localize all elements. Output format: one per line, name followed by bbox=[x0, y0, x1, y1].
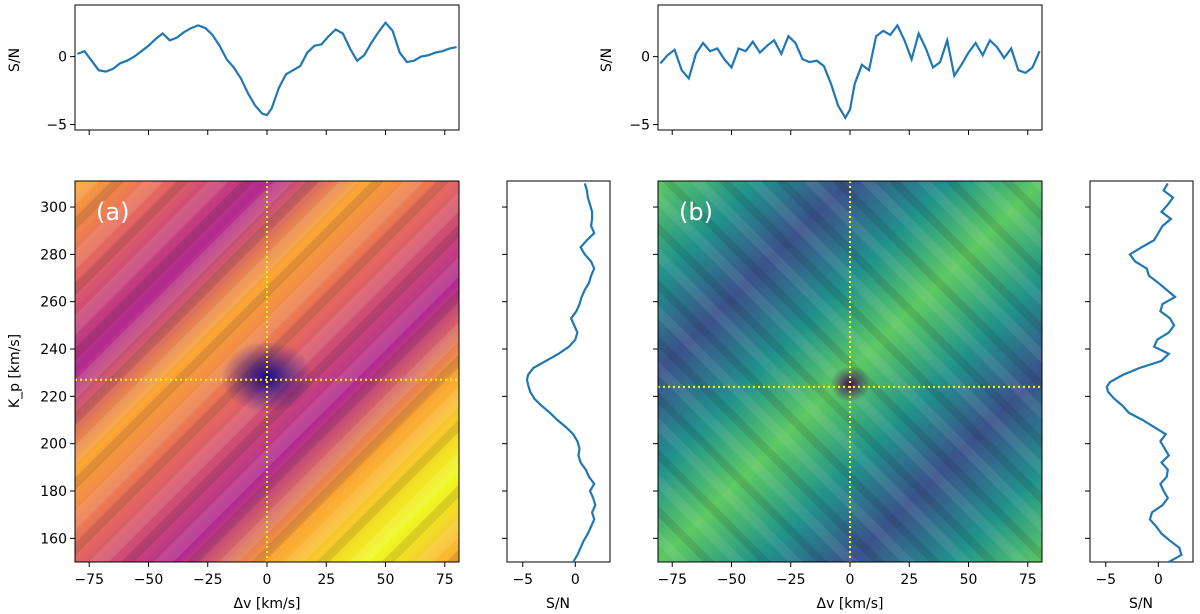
heatmap-xtick-label: −75 bbox=[74, 572, 104, 588]
side-profile-a-ticks: −5 0 bbox=[502, 206, 580, 588]
heatmap-xtick-label: −25 bbox=[776, 572, 806, 588]
heatmap-ytick-label: 180 bbox=[40, 484, 67, 500]
heatmap-ytick-label: 160 bbox=[40, 531, 67, 547]
heatmap-ytick-label: 300 bbox=[40, 200, 67, 216]
side-profile-a-frame bbox=[506, 180, 611, 563]
heatmap-b-xlabel: Δv [km/s] bbox=[817, 596, 884, 612]
top-profile-b-ylabel: S/N bbox=[599, 48, 615, 72]
top-profile-ytick-label: 0 bbox=[58, 50, 67, 66]
heatmap-ytick-label: 220 bbox=[40, 389, 67, 405]
heatmap-b-peak-glow bbox=[830, 366, 870, 402]
top-profile-ytick-label: −5 bbox=[46, 118, 67, 134]
heatmap-b: (b) −75 −50 −25 0 25 50 75 Δv [km/s] bbox=[653, 180, 1043, 612]
heatmap-xtick-label: −75 bbox=[657, 572, 687, 588]
heatmap-a: (a) −75 −50 −25 0 25 50 75 160 180 200 220 240 260 28… bbox=[7, 180, 460, 612]
heatmap-ytick-label: 240 bbox=[40, 342, 67, 358]
panel-label-b: (b) bbox=[679, 198, 713, 226]
panel-a: S/N −50 (a) −75 −50 −25 0 25 50 75160180200220… bbox=[7, 4, 611, 612]
heatmap-xtick-label: 50 bbox=[960, 572, 978, 588]
heatmap-xtick-label: −25 bbox=[193, 572, 223, 588]
heatmap-a-ylabel: K_p [km/s] bbox=[7, 334, 23, 408]
side-profile-xtick-label: −5 bbox=[512, 572, 533, 588]
side-profile-a: −5 0 S/N bbox=[502, 180, 611, 612]
heatmap-xtick-label: 75 bbox=[436, 572, 454, 588]
side-profile-b: −5 0 S/N bbox=[1085, 180, 1194, 612]
top-profile-a-series-line bbox=[77, 20, 457, 117]
heatmap-a-ticks: −75 −50 −25 0 25 50 75 160 180 200 220 240 260 280 300 bbox=[40, 200, 453, 588]
side-profile-b-frame bbox=[1089, 180, 1194, 563]
heatmap-ytick-label: 280 bbox=[40, 247, 67, 263]
side-profile-b-ticks: −5 0 bbox=[1085, 206, 1163, 588]
side-profile-xtick-label: −5 bbox=[1095, 572, 1116, 588]
top-profile-b-ticks: −5 0 bbox=[629, 50, 1029, 135]
side-profile-b-xlabel: S/N bbox=[1129, 596, 1153, 612]
top-profile-a-ylabel: S/N bbox=[7, 48, 23, 72]
top-profile-ytick-label: −5 bbox=[629, 118, 650, 134]
side-profile-xtick-label: 0 bbox=[1154, 572, 1163, 588]
top-profile-b: S/N −5 0 bbox=[599, 4, 1043, 135]
heatmap-xtick-label: 0 bbox=[846, 572, 855, 588]
side-profile-b-series-line bbox=[1105, 182, 1183, 563]
heatmap-xtick-label: 0 bbox=[263, 572, 272, 588]
top-profile-b-series-line bbox=[659, 23, 1041, 120]
heatmap-xtick-label: −50 bbox=[134, 572, 164, 588]
heatmap-a-xlabel: Δv [km/s] bbox=[234, 596, 301, 612]
side-profile-a-xlabel: S/N bbox=[546, 596, 570, 612]
heatmap-b-ticks: −75 −50 −25 0 25 50 75 bbox=[653, 206, 1037, 588]
side-profile-xtick-label: 0 bbox=[571, 572, 580, 588]
top-profile-ytick-label: 0 bbox=[641, 50, 650, 66]
panel-label-a: (a) bbox=[96, 198, 129, 226]
top-profile-a-frame bbox=[74, 4, 460, 131]
panel-b: S/N −50 (b) −75 −50 −25 0 25 50 75 Δv [km/s] −… bbox=[599, 4, 1194, 612]
heatmap-xtick-label: 50 bbox=[377, 572, 395, 588]
heatmap-xtick-label: −50 bbox=[717, 572, 747, 588]
top-profile-a: S/N −5 0 bbox=[7, 4, 460, 135]
heatmap-ytick-label: 260 bbox=[40, 295, 67, 311]
heatmap-xtick-label: 25 bbox=[900, 572, 918, 588]
heatmap-xtick-label: 25 bbox=[317, 572, 335, 588]
heatmap-xtick-label: 75 bbox=[1019, 572, 1037, 588]
top-profile-a-ticks: −5 0 bbox=[46, 50, 446, 135]
heatmap-ytick-label: 200 bbox=[40, 437, 67, 453]
side-profile-a-series-line bbox=[525, 183, 597, 563]
